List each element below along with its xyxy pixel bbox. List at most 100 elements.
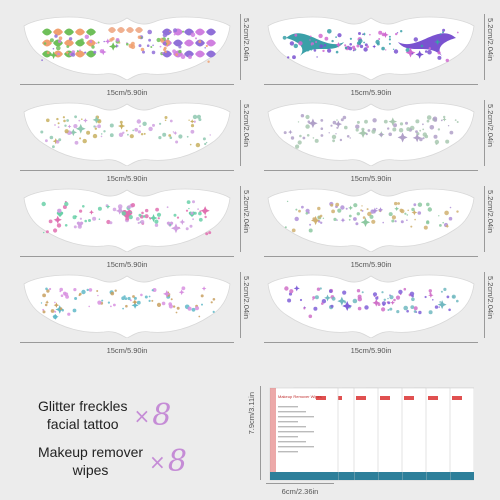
sticker-dot: [189, 224, 193, 228]
sticker-dot: [297, 121, 300, 123]
sticker-dot: [410, 225, 413, 228]
sticker-dot: [190, 32, 196, 38]
scale-left: [64, 28, 74, 36]
sticker-dot: [445, 139, 450, 144]
sticker-dot: [45, 287, 48, 291]
sticker-star: [335, 41, 342, 48]
sticker-dot: [70, 132, 73, 135]
sticker-dot: [188, 119, 190, 121]
sticker-dot: [449, 130, 454, 135]
sticker-dot: [446, 295, 450, 299]
sticker-dot: [42, 308, 45, 311]
sticker-dot: [422, 137, 425, 140]
sticker-dot: [86, 130, 91, 135]
sticker-star: [337, 296, 347, 306]
dimension-line: [20, 170, 234, 171]
sticker-star: [308, 118, 318, 129]
wipe-packet: [269, 387, 339, 481]
packet-text-line: [278, 446, 314, 448]
sticker-dot: [93, 50, 97, 54]
sticker-dot: [130, 203, 136, 208]
sticker-dot: [164, 50, 167, 54]
sticker-fine-freckles: [264, 98, 478, 166]
sticker-dot: [181, 286, 186, 291]
sticker-dot: [152, 288, 157, 292]
sticker-dot: [405, 48, 410, 52]
sticker-dot: [445, 58, 449, 63]
sticker-dot: [327, 29, 332, 34]
wipes-packets: Makeup Remover Wipes: [269, 387, 474, 481]
sticker-dot: [305, 208, 310, 213]
sticker-dot: [92, 216, 97, 221]
sticker-dot: [96, 42, 98, 44]
sticker-dot: [92, 133, 98, 139]
sticker-dot: [49, 38, 54, 43]
sticker-dot: [42, 310, 46, 314]
sticker-dot: [127, 133, 129, 136]
packet-text-line: [278, 451, 298, 453]
sticker-dot: [169, 119, 173, 123]
sticker-dot: [400, 220, 404, 224]
sticker-dot: [151, 289, 154, 292]
sticker-star: [324, 294, 331, 302]
sticker-dot: [424, 50, 428, 53]
count-eight: 8: [152, 398, 172, 433]
sticker-height-label: 5.2cm/2.04in: [486, 104, 495, 147]
sticker-dot: [394, 220, 397, 223]
sticker-dot: [299, 298, 303, 302]
sticker-dot: [97, 41, 100, 44]
sticker-dot: [456, 210, 459, 213]
sticker-dot: [327, 48, 332, 53]
sticker-dot: [169, 223, 172, 226]
sticker-star: [434, 38, 441, 45]
scale-left: [75, 50, 85, 58]
sticker-dot: [428, 289, 432, 293]
sticker-dot: [103, 40, 105, 43]
sticker-dot: [381, 32, 386, 37]
sticker-star: [173, 130, 178, 136]
packet-text-line: [278, 421, 298, 423]
sticker-height-label: 5.2cm/2.04in: [242, 276, 251, 319]
sticker-dot: [415, 119, 420, 124]
sticker-dot: [162, 41, 167, 46]
dimension-line: [264, 342, 478, 343]
sticker-dot: [378, 38, 381, 40]
sticker-dot: [306, 48, 310, 52]
sticker-dot: [356, 44, 360, 48]
sticker-dot: [198, 211, 202, 216]
sticker-dot: [109, 38, 113, 42]
sticker-dot: [419, 129, 422, 132]
sticker-shape: [267, 274, 475, 338]
sticker-dot: [448, 216, 453, 221]
sticker-width-label: 15cm/5.90in: [20, 170, 234, 183]
sticker-dot: [45, 139, 48, 143]
wipes-height-label: 7.9cm/3.11in: [247, 392, 256, 435]
sticker-dot: [88, 288, 93, 292]
scale-right: [184, 39, 194, 47]
sticker-dot: [426, 115, 432, 120]
sticker-dot: [396, 310, 400, 314]
sticker-dot: [115, 38, 120, 42]
sticker-dot: [156, 37, 161, 43]
sticker-dot: [335, 50, 339, 54]
scale-left: [64, 39, 74, 47]
sticker-dot: [64, 129, 69, 134]
sticker-dot: [333, 217, 337, 221]
sticker-dot: [331, 134, 337, 140]
sticker-dot: [109, 221, 113, 225]
sticker-star: [358, 128, 368, 138]
scale-right: [184, 50, 194, 58]
sticker-dot: [456, 121, 459, 123]
sticker-dot: [300, 114, 305, 118]
sticker-dot: [438, 215, 440, 217]
sticker-dot: [316, 287, 321, 291]
sticker-dot: [55, 140, 60, 144]
sticker-dot: [367, 211, 372, 217]
sticker-dot: [138, 44, 142, 48]
sticker-dot: [72, 215, 77, 220]
sticker-dot: [135, 217, 140, 221]
sticker-dot: [110, 291, 115, 296]
sticker-height-label: 5.2cm/2.04in: [486, 18, 495, 61]
sticker-dot: [98, 218, 101, 220]
sticker-height-label: 5.2cm/2.04in: [486, 190, 495, 233]
